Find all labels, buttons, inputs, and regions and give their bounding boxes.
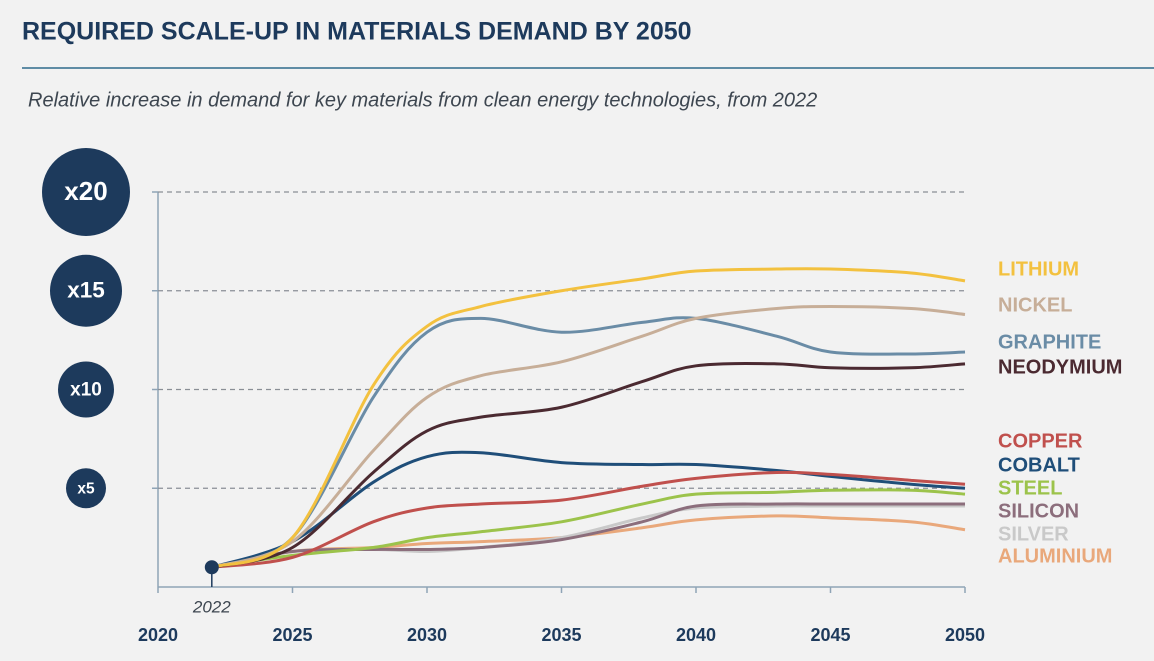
y-tick-badge [58,361,114,418]
x-tick-label: 2040 [676,625,716,645]
y-tick-badge [42,148,130,236]
legend-label: LITHIUM [998,258,1079,280]
y-tick-label: x15 [67,278,105,303]
chart-title: REQUIRED SCALE-UP IN MATERIALS DEMAND BY… [22,18,692,46]
legend-label: GRAPHITE [998,331,1101,353]
x-tick-label: 2035 [541,625,581,645]
x-tick-label: 2045 [810,625,850,645]
y-tick-badge [66,468,106,509]
legend-label: SILVER [998,523,1069,545]
y-tick-label: x20 [64,176,107,206]
x-tick-label: 2030 [407,625,447,645]
start-year-label: 2022 [192,597,231,616]
chart-subtitle: Relative increase in demand for key mate… [28,89,817,111]
legend-label: NICKEL [998,294,1072,316]
series-line [211,450,966,569]
series-line [211,514,966,569]
y-tick-badge [50,254,122,327]
legend-label: ALUMINIUM [998,545,1112,567]
series-line [211,502,965,569]
legend-label: NEODYMIUM [998,356,1122,378]
x-tick-label: 2050 [945,625,985,645]
y-tick-label: x10 [70,380,102,401]
legend-label: COBALT [998,454,1080,476]
legend-label: STEEL [998,477,1062,499]
series-line [211,305,966,569]
x-tick-label: 2020 [138,625,178,645]
x-tick-label: 2025 [272,625,312,645]
y-tick-label: x5 [77,480,95,497]
legend-label: COPPER [998,430,1083,452]
legend-label: SILICON [998,500,1079,522]
series-line [211,362,966,569]
series-line [211,470,966,569]
series-line [211,267,966,569]
series-line [211,488,966,569]
series-line [211,316,966,569]
